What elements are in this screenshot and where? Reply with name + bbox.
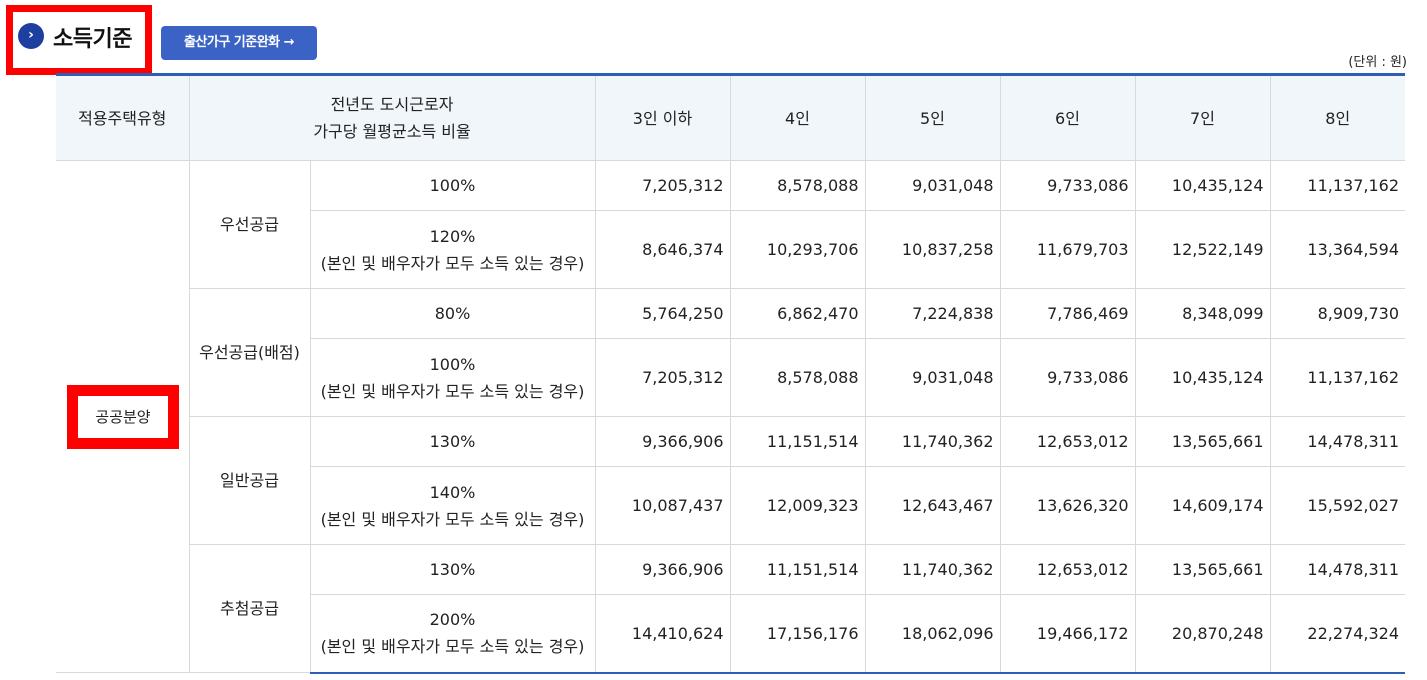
header-housing-type: 적용주택유형 [56,74,190,161]
income-ratio-percent: 120% [429,226,476,246]
income-value-cell: 9,733,086 [1000,338,1136,417]
income-ratio-note: (본인 및 배우자가 모두 소득 있는 경우) [320,509,585,529]
income-ratio-note: (본인 및 배우자가 모두 소득 있는 경우) [320,637,585,657]
income-ratio-percent: 130% [429,560,476,579]
income-value-cell: 11,740,362 [865,416,1001,467]
income-value-cell: 6,862,470 [730,288,866,339]
income-standard-table: 적용주택유형 전년도 도시근로자 가구당 월평균소득 비율 3인 이하 4인 5… [56,73,1405,674]
income-value-cell: 9,733,086 [1000,160,1136,211]
section-title: 소득기준 [53,27,132,52]
income-ratio-cell: 80% [310,288,596,339]
income-ratio-percent: 80% [434,304,471,323]
income-ratio-cell: 120% (본인 및 배우자가 모두 소득 있는 경우) [310,210,596,289]
table-row: 일반공급 130% 9,366,906 11,151,514 11,740,362 12,… [56,416,1405,545]
supply-type-cell: 일반공급 [189,416,311,545]
income-value-cell: 19,466,172 [1000,594,1136,674]
income-value-cell: 13,565,661 [1135,544,1271,595]
income-ratio-cell: 200% (본인 및 배우자가 모두 소득 있는 경우) [310,594,596,674]
income-value-cell: 22,274,324 [1270,594,1405,674]
income-value-cell: 14,410,624 [595,594,731,674]
income-value-cell: 10,087,437 [595,466,731,545]
header-col-3: 3인 이하 [595,74,731,161]
income-value-cell: 12,522,149 [1135,210,1271,289]
income-value-cell: 8,348,099 [1135,288,1271,339]
birth-household-relaxation-button[interactable]: 출산가구 기준완화 → [161,26,317,60]
income-ratio-cell: 100% (본인 및 배우자가 모두 소득 있는 경우) [310,338,596,417]
income-value-cell: 15,592,027 [1270,466,1405,545]
income-value-cell: 10,293,706 [730,210,866,289]
income-value-cell: 7,205,312 [595,160,731,211]
header-col-6: 6인 [1000,74,1136,161]
income-ratio-cell: 130% [310,416,596,467]
table-row: 140% (본인 및 배우자가 모두 소득 있는 경우) 10,087,437 12,… [56,466,1405,545]
header-col-7: 7인 [1135,74,1271,161]
income-value-cell: 7,205,312 [595,338,731,417]
income-value-cell: 8,646,374 [595,210,731,289]
income-value-cell: 13,364,594 [1270,210,1405,289]
unit-label: (단위 : 원) [1348,55,1407,70]
income-value-cell: 7,786,469 [1000,288,1136,339]
table-row: 우선공급(배점) 80% 5,764,250 6,862,470 7,224,838 7,… [56,288,1405,417]
income-ratio-percent: 140% [429,482,476,502]
table-header-row: 적용주택유형 전년도 도시근로자 가구당 월평균소득 비율 3인 이하 4인 5… [56,74,1405,161]
income-value-cell: 10,837,258 [865,210,1001,289]
header-ratio-line1: 전년도 도시근로자 [330,95,454,114]
header-col-8: 8인 [1270,74,1405,161]
header-income-ratio: 전년도 도시근로자 가구당 월평균소득 비율 [189,74,596,161]
income-value-cell: 11,137,162 [1270,160,1405,211]
income-value-cell: 5,764,250 [595,288,731,339]
income-value-cell: 11,679,703 [1000,210,1136,289]
supply-type-cell: 우선공급 [189,160,311,289]
income-value-cell: 11,151,514 [730,416,866,467]
income-value-cell: 12,653,012 [1000,416,1136,467]
housing-type-highlight: 공공분양 [67,385,179,449]
income-ratio-cell: 130% [310,544,596,595]
income-value-cell: 7,224,838 [865,288,1001,339]
income-value-cell: 17,156,176 [730,594,866,674]
table-row: 추첨공급 130% 9,366,906 11,151,514 11,740,362 12,… [56,544,1405,673]
income-ratio-percent: 100% [429,354,476,374]
supply-type-cell: 우선공급(배점) [189,288,311,417]
income-value-cell: 20,870,248 [1135,594,1271,674]
income-value-cell: 12,653,012 [1000,544,1136,595]
income-value-cell: 9,366,906 [595,544,731,595]
table-row: 200% (본인 및 배우자가 모두 소득 있는 경우) 14,410,624 17,… [56,594,1405,674]
table-row: 우선공급 100% 7,205,312 8,578,088 9,031,048 9,733… [56,160,1405,673]
income-ratio-cell: 100% [310,160,596,211]
income-value-cell: 11,137,162 [1270,338,1405,417]
income-value-cell: 13,565,661 [1135,416,1271,467]
supply-type-cell: 추첨공급 [189,544,311,673]
income-value-cell: 10,435,124 [1135,338,1271,417]
income-value-cell: 8,578,088 [730,160,866,211]
income-value-cell: 8,578,088 [730,338,866,417]
income-ratio-percent: 130% [429,432,476,451]
income-ratio-percent: 200% [429,610,476,630]
income-value-cell: 10,435,124 [1135,160,1271,211]
income-ratio-note: (본인 및 배우자가 모두 소득 있는 경우) [320,253,585,273]
header-col-5: 5인 [865,74,1001,161]
table-row: 100% (본인 및 배우자가 모두 소득 있는 경우) 7,205,312 8,57… [56,338,1405,417]
income-ratio-note: (본인 및 배우자가 모두 소득 있는 경우) [320,381,585,401]
income-value-cell: 14,609,174 [1135,466,1271,545]
income-ratio-cell: 140% (본인 및 배우자가 모두 소득 있는 경우) [310,466,596,545]
income-value-cell: 9,031,048 [865,160,1001,211]
income-value-cell: 14,478,311 [1270,544,1405,595]
header-col-4: 4인 [730,74,866,161]
header-ratio-line2: 가구당 월평균소득 비율 [313,122,471,141]
income-ratio-percent: 100% [429,176,476,195]
housing-type-label: 공공분양 [95,408,151,426]
income-value-cell: 9,366,906 [595,416,731,467]
income-value-cell: 14,478,311 [1270,416,1405,467]
income-value-cell: 12,643,467 [865,466,1001,545]
income-value-cell: 12,009,323 [730,466,866,545]
income-value-cell: 18,062,096 [865,594,1001,674]
income-value-cell: 11,151,514 [730,544,866,595]
income-value-cell: 13,626,320 [1000,466,1136,545]
income-value-cell: 11,740,362 [865,544,1001,595]
chevron-right-icon: › [18,23,44,49]
table-row: 120% (본인 및 배우자가 모두 소득 있는 경우) 8,646,374 10,2… [56,210,1405,289]
income-value-cell: 9,031,048 [865,338,1001,417]
income-value-cell: 8,909,730 [1270,288,1405,339]
